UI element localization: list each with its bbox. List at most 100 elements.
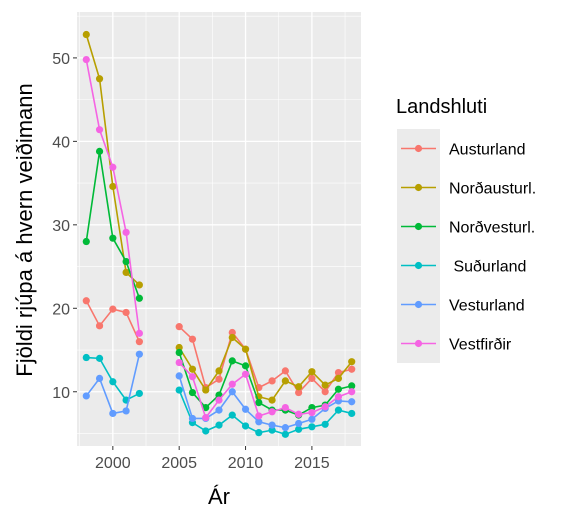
data-point: [255, 412, 263, 420]
data-point: [95, 354, 104, 362]
data-point: [135, 350, 143, 358]
data-point: [82, 353, 90, 362]
data-point: [268, 421, 276, 429]
x-axis-title: Ár: [208, 484, 230, 509]
y-tick-label: 30: [52, 218, 70, 235]
data-point: [308, 409, 316, 417]
data-point: [321, 388, 329, 396]
y-tick-label: 20: [52, 301, 70, 318]
data-point: [122, 308, 130, 317]
data-point: [202, 386, 210, 394]
y-tick-label: 40: [52, 134, 70, 151]
x-tick-label: 2010: [228, 455, 264, 472]
data-point: [295, 388, 303, 397]
data-point: [122, 407, 130, 415]
legend-key-point: [414, 339, 423, 348]
data-point: [308, 415, 316, 423]
legend-key: [397, 129, 440, 168]
legend-key: [397, 285, 440, 324]
legend-key: [397, 324, 440, 363]
data-point: [308, 374, 316, 382]
data-point: [175, 348, 183, 357]
legend: Landshluti Austurland Norðausturl. Norðves…: [396, 96, 536, 363]
data-point: [268, 426, 276, 434]
data-point: [135, 281, 143, 289]
data-point: [109, 234, 117, 242]
data-point: [95, 126, 104, 134]
data-point: [281, 430, 289, 438]
data-point: [95, 147, 104, 155]
data-point: [202, 404, 210, 412]
data-point: [348, 398, 356, 406]
axes: 2000 2005 2010 2015 10 20 30 40 50: [52, 51, 330, 472]
data-point: [334, 368, 343, 377]
data-point: [308, 404, 316, 412]
data-point: [308, 423, 316, 431]
data-point: [281, 367, 289, 375]
data-point: [268, 396, 276, 404]
data-point: [175, 386, 183, 394]
data-point: [308, 368, 316, 376]
data-point: [175, 372, 183, 380]
data-point: [295, 419, 303, 428]
data-point: [241, 422, 250, 430]
data-point: [188, 335, 197, 343]
data-point: [255, 429, 263, 437]
x-tick-label: 2000: [95, 455, 131, 472]
legend-label: Norðvesturl.: [449, 220, 535, 237]
data-point: [281, 377, 289, 385]
data-point: [82, 55, 90, 64]
legend-label: Vesturland: [449, 298, 525, 315]
legend-label: Austurland: [449, 142, 526, 159]
data-point: [175, 323, 183, 331]
data-point: [215, 406, 223, 414]
y-tick-label: 50: [52, 51, 70, 68]
data-point: [95, 374, 104, 382]
legend-label: Norðausturl.: [449, 181, 536, 198]
data-point: [122, 228, 130, 236]
data-point: [122, 268, 130, 276]
data-point: [215, 421, 223, 429]
data-point: [95, 75, 104, 83]
data-point: [334, 374, 343, 382]
data-point: [334, 406, 343, 414]
data-point: [241, 405, 250, 413]
data-point: [321, 381, 329, 389]
data-point: [295, 383, 303, 391]
legend-key: [397, 207, 440, 246]
data-point: [215, 367, 223, 375]
data-point: [228, 411, 236, 419]
series-layer: [82, 30, 356, 438]
data-point: [135, 389, 143, 398]
data-point: [215, 396, 223, 404]
data-point: [348, 365, 356, 373]
legend-key-point: [414, 261, 423, 270]
data-point: [295, 425, 303, 433]
series: [82, 350, 356, 432]
data-point: [295, 410, 303, 418]
data-point: [188, 365, 197, 373]
data-point: [82, 30, 90, 39]
data-point: [82, 297, 90, 305]
data-point: [228, 388, 236, 396]
data-point: [348, 382, 356, 390]
data-point: [281, 404, 289, 412]
data-point: [109, 163, 117, 171]
legend-label: Suðurland: [449, 259, 526, 276]
data-point: [268, 377, 276, 385]
data-point: [255, 418, 263, 426]
data-point: [228, 328, 236, 337]
data-point: [348, 358, 356, 366]
legend-key-point: [414, 300, 423, 309]
data-point: [135, 294, 143, 302]
data-point: [135, 338, 143, 346]
data-point: [228, 333, 236, 342]
data-point: [348, 409, 356, 418]
data-point: [202, 414, 210, 422]
data-point: [122, 257, 130, 266]
data-point: [321, 403, 329, 411]
x-tick-label: 2015: [294, 455, 330, 472]
y-tick-label: 10: [52, 385, 70, 402]
series: [82, 30, 356, 404]
series: [82, 55, 356, 422]
